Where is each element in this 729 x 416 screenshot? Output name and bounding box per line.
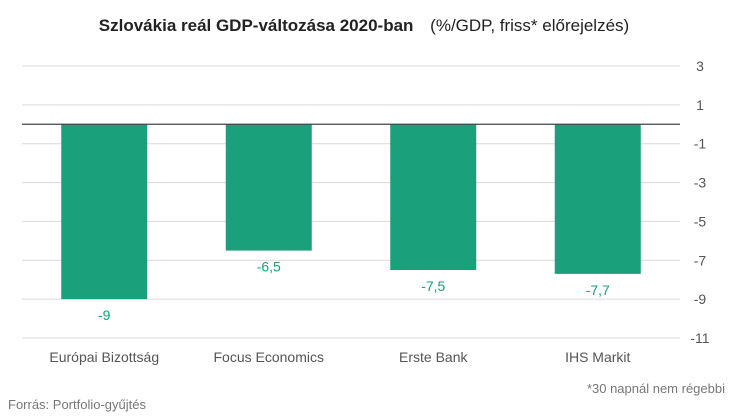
y-tick-label: -1 xyxy=(694,136,707,152)
data-label: -6,5 xyxy=(257,259,281,275)
data-label: -7,7 xyxy=(586,282,610,298)
data-label: -7,5 xyxy=(421,278,445,294)
bar xyxy=(225,124,312,251)
category-label: Európai Bizottság xyxy=(49,349,159,365)
chart-title: Szlovákia reál GDP-változása 2020-ban (%… xyxy=(99,16,629,35)
y-tick-label: 1 xyxy=(696,97,704,113)
bar xyxy=(390,124,477,271)
y-tick-label: -9 xyxy=(694,291,707,307)
bar xyxy=(554,124,641,274)
data-labels: -9 -6,5 -7,5 -7,7 xyxy=(98,259,610,324)
bars xyxy=(61,124,641,300)
bar xyxy=(61,124,148,300)
y-axis-ticks: 3 1 -1 -3 -5 -7 -9 -11 xyxy=(690,58,709,346)
category-labels: Európai Bizottság Focus Economics Erste Ba… xyxy=(49,349,630,365)
category-label: IHS Markit xyxy=(565,349,630,365)
y-tick-label: -5 xyxy=(694,213,707,229)
chart-title-main: Szlovákia reál GDP-változása 2020-ban xyxy=(99,16,414,35)
y-tick-label: 3 xyxy=(696,58,704,74)
category-label: Focus Economics xyxy=(214,349,324,365)
chart-subtitle: (%/GDP, friss* előrejelzés) xyxy=(430,16,629,35)
y-tick-label: -7 xyxy=(694,252,707,268)
data-label: -9 xyxy=(98,307,111,323)
category-label: Erste Bank xyxy=(399,349,468,365)
y-tick-label: -3 xyxy=(694,175,707,191)
source-label: Forrás: Portfolio-gyűjtés xyxy=(8,397,146,412)
footnote: *30 napnál nem régebbi xyxy=(587,381,725,396)
y-tick-label: -11 xyxy=(690,330,709,346)
